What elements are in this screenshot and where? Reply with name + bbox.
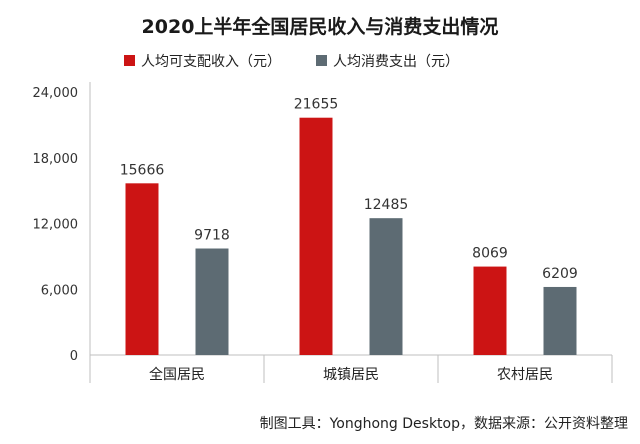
plot-area: 0 6,000 12,000 18,000 24,000 15666 9718 21655 1…: [33, 82, 613, 383]
bar-consumption-0: [195, 248, 229, 355]
y-tick-label: 24,000: [33, 86, 79, 101]
legend: 人均可支配收入（元） 人均消费支出（元）: [124, 54, 459, 70]
y-tick-label: 0: [70, 349, 78, 364]
y-tick-label: 18,000: [33, 152, 79, 167]
bar-income-1: [299, 117, 333, 355]
data-label: 6209: [542, 266, 578, 282]
legend-swatch-consumption: [316, 55, 327, 66]
footer-source: 制图工具：Yonghong Desktop，数据来源：公开资料整理: [260, 416, 628, 432]
legend-swatch-income: [124, 55, 135, 66]
bar-consumption-1: [369, 218, 403, 355]
bar-consumption-2: [543, 286, 577, 355]
legend-label-consumption: 人均消费支出（元）: [333, 54, 459, 70]
y-tick-label: 12,000: [33, 218, 79, 233]
y-tick-label: 6,000: [41, 283, 78, 298]
data-label: 12485: [364, 197, 409, 213]
data-label: 9718: [194, 228, 230, 244]
legend-label-income: 人均可支配收入（元）: [141, 54, 281, 70]
x-category-label: 城镇居民: [323, 367, 379, 383]
x-category-label: 全国居民: [149, 366, 205, 383]
x-category-label: 农村居民: [497, 367, 553, 383]
chart-title: 2020上半年全国居民收入与消费支出情况: [142, 15, 499, 38]
bar-income-2: [473, 266, 507, 355]
data-label: 8069: [472, 246, 508, 262]
bar-income-0: [125, 183, 159, 355]
data-label: 21655: [294, 97, 339, 113]
data-label: 15666: [120, 162, 165, 178]
